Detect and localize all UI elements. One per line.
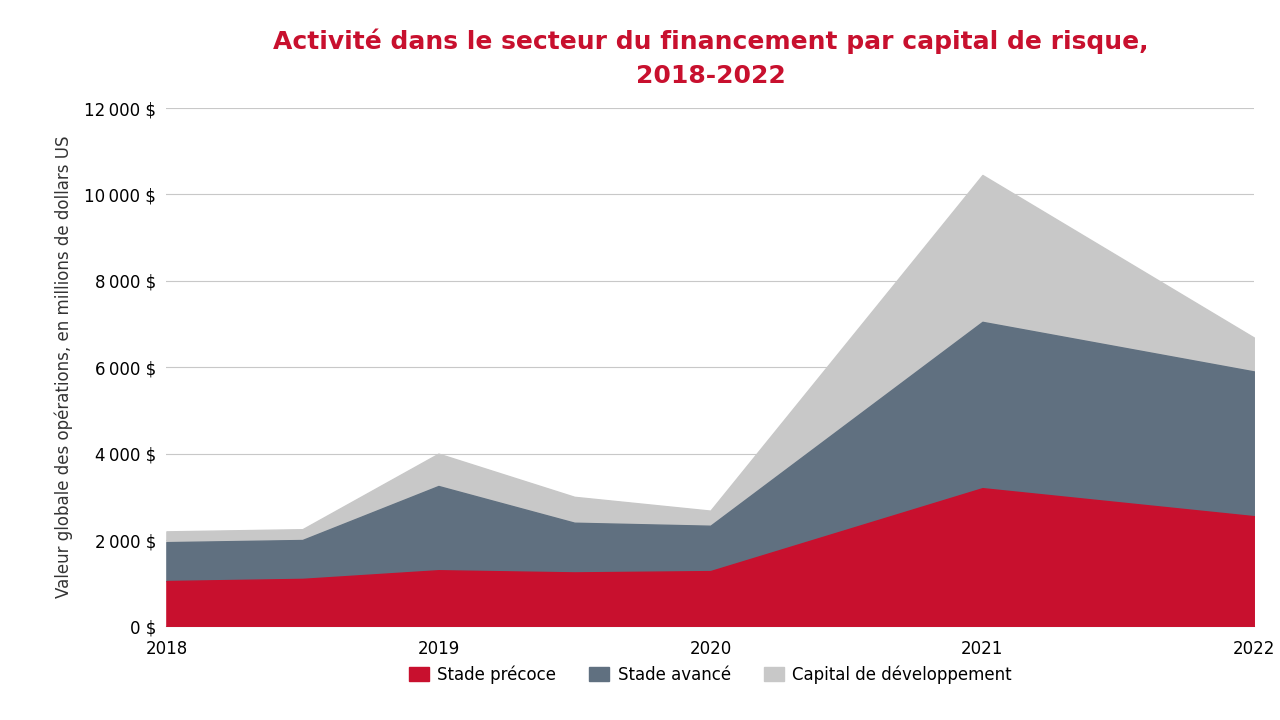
Y-axis label: Valeur globale des opérations, en millions de dollars US: Valeur globale des opérations, en millio… bbox=[54, 136, 73, 598]
Title: Activité dans le secteur du financement par capital de risque,
2018-2022: Activité dans le secteur du financement … bbox=[273, 29, 1148, 88]
Legend: Stade précoce, Stade avancé, Capital de développement: Stade précoce, Stade avancé, Capital de … bbox=[402, 659, 1019, 690]
